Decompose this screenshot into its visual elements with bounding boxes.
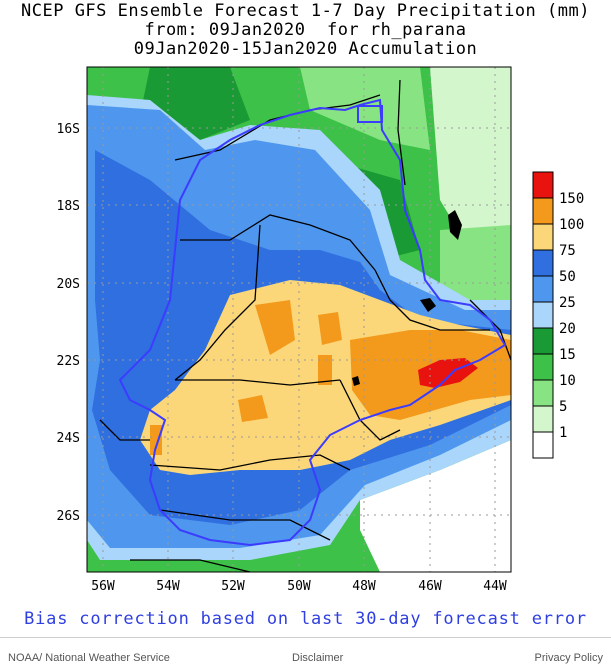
legend-swatch <box>532 405 554 433</box>
lon-label: 48W <box>352 579 376 594</box>
legend-swatch <box>532 431 554 459</box>
legend-swatch <box>532 301 554 329</box>
footer-nws-link[interactable]: NOAA/ National Weather Service <box>8 652 170 664</box>
lakes <box>352 210 462 386</box>
legend-label: 15 <box>559 347 576 363</box>
longitude-labels: 56W 54W 52W 50W 48W 46W 44W <box>91 579 507 594</box>
legend-swatch <box>532 249 554 277</box>
field-150mm <box>418 358 478 388</box>
legend-swatch <box>532 171 554 199</box>
bias-correction-note: Bias correction based on last 30-day for… <box>24 609 587 629</box>
latitude-labels: 16S 18S 20S 22S 24S 26S <box>57 122 80 524</box>
lat-label: 16S <box>57 122 80 137</box>
lat-label: 24S <box>57 431 80 446</box>
legend-swatch <box>532 275 554 303</box>
legend-swatch <box>532 223 554 251</box>
lat-label: 18S <box>57 199 80 214</box>
lon-label: 54W <box>156 579 180 594</box>
field-100mm-far-west <box>150 425 162 455</box>
field-100mm-center-3 <box>318 355 332 385</box>
basin-boundary-inset <box>357 105 383 123</box>
legend-label: 75 <box>559 243 576 259</box>
legend-label: 25 <box>559 295 576 311</box>
legend: 150 100 75 50 25 20 15 10 5 1 <box>532 171 584 459</box>
field-100mm-west <box>238 395 268 422</box>
grid-lines <box>87 67 511 572</box>
lon-label: 50W <box>287 579 311 594</box>
map-frame <box>86 66 512 573</box>
field-ocean <box>360 440 511 572</box>
legend-label: 1 <box>559 425 567 441</box>
legend-swatch <box>532 379 554 407</box>
basin-boundary <box>118 98 507 547</box>
legend-swatch <box>532 327 554 355</box>
field-100mm-center <box>255 300 295 355</box>
footer-privacy-link[interactable]: Privacy Policy <box>534 652 603 664</box>
legend-label: 5 <box>559 399 567 415</box>
legend-label: 20 <box>559 321 576 337</box>
lat-label: 22S <box>57 354 80 369</box>
legend-label: 10 <box>559 373 576 389</box>
map-title-line-1: NCEP GFS Ensemble Forecast 1-7 Day Preci… <box>21 1 590 21</box>
legend-label: 50 <box>559 269 576 285</box>
lat-label: 20S <box>57 277 80 292</box>
lat-label: 26S <box>57 509 80 524</box>
lon-label: 56W <box>91 579 115 594</box>
page-footer: NOAA/ National Weather Service Disclaime… <box>0 637 611 666</box>
field-1mm-northeast <box>430 67 511 260</box>
footer-disclaimer-link[interactable]: Disclaimer <box>292 652 344 664</box>
lon-label: 52W <box>221 579 245 594</box>
map-title-line-3: 09Jan2020-15Jan2020 Accumulation <box>133 39 478 59</box>
lon-label: 46W <box>418 579 442 594</box>
lon-label: 44W <box>483 579 507 594</box>
legend-swatch <box>532 197 554 225</box>
field-5mm-northeast <box>440 225 511 300</box>
legend-swatch <box>532 353 554 381</box>
map-title-line-2: from: 09Jan2020 for rh_parana <box>144 20 467 40</box>
precipitation-map: 16S 18S 20S 22S 24S 26S 56W 54W 52W 50W 48W 46W 44W… <box>57 66 584 594</box>
legend-label: 100 <box>559 217 584 233</box>
legend-label: 150 <box>559 191 584 207</box>
field-100mm-center-2 <box>318 312 342 345</box>
